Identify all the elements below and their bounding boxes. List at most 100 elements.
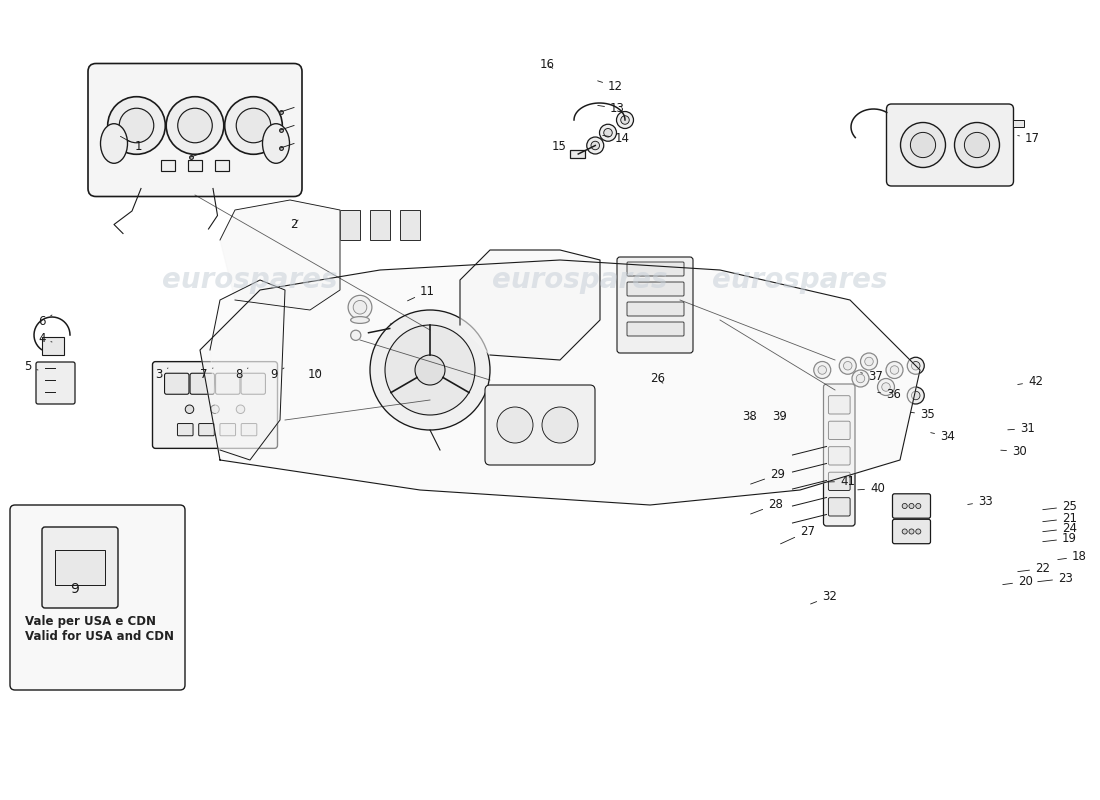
Text: 1: 1 (120, 136, 143, 153)
Ellipse shape (351, 317, 370, 323)
Text: 25: 25 (1043, 500, 1077, 513)
FancyBboxPatch shape (241, 374, 265, 394)
Text: 26: 26 (650, 372, 666, 385)
Circle shape (878, 378, 894, 395)
Circle shape (211, 405, 219, 414)
Circle shape (497, 407, 534, 443)
Circle shape (909, 503, 914, 509)
Circle shape (119, 108, 154, 142)
Text: 28: 28 (750, 498, 783, 514)
Circle shape (236, 108, 271, 142)
Circle shape (856, 374, 865, 382)
Circle shape (955, 122, 1000, 167)
Text: 5: 5 (24, 360, 38, 373)
Circle shape (908, 387, 924, 404)
Circle shape (915, 503, 921, 509)
FancyBboxPatch shape (153, 362, 277, 448)
Text: 13: 13 (597, 102, 625, 115)
Text: 15: 15 (552, 140, 567, 153)
Text: eurospares: eurospares (713, 266, 888, 294)
Text: 34: 34 (931, 430, 955, 443)
Text: 10: 10 (308, 368, 323, 381)
FancyBboxPatch shape (824, 384, 855, 526)
Bar (42, 337, 64, 355)
Circle shape (370, 310, 490, 430)
FancyBboxPatch shape (828, 472, 850, 490)
Bar (188, 160, 202, 170)
Circle shape (814, 362, 830, 378)
Circle shape (586, 137, 604, 154)
Text: 11: 11 (407, 285, 434, 301)
FancyBboxPatch shape (617, 257, 693, 353)
Circle shape (353, 301, 366, 314)
Bar (55, 550, 104, 585)
FancyBboxPatch shape (241, 423, 256, 436)
Text: 40: 40 (858, 482, 884, 495)
FancyBboxPatch shape (892, 519, 931, 544)
Text: 32: 32 (811, 590, 837, 604)
Text: 2: 2 (290, 218, 298, 231)
Bar (570, 150, 585, 158)
Polygon shape (460, 250, 600, 360)
Bar (1013, 120, 1024, 127)
FancyBboxPatch shape (199, 423, 214, 436)
Text: 42: 42 (1018, 375, 1043, 388)
Circle shape (620, 116, 629, 124)
Circle shape (908, 358, 924, 374)
FancyBboxPatch shape (627, 262, 684, 276)
Polygon shape (210, 280, 285, 460)
FancyBboxPatch shape (828, 421, 850, 439)
FancyBboxPatch shape (88, 63, 302, 197)
Circle shape (600, 124, 616, 142)
FancyBboxPatch shape (892, 494, 931, 518)
Text: 18: 18 (1058, 550, 1087, 563)
Text: 36: 36 (878, 388, 901, 401)
Text: 3: 3 (155, 368, 168, 381)
Text: eurospares: eurospares (163, 266, 338, 294)
Circle shape (909, 529, 914, 534)
FancyBboxPatch shape (10, 505, 185, 690)
Circle shape (886, 362, 903, 378)
Text: 29: 29 (750, 468, 785, 484)
Circle shape (385, 325, 475, 415)
Text: Valid for USA and CDN: Valid for USA and CDN (25, 630, 174, 643)
Circle shape (108, 97, 165, 154)
Polygon shape (200, 260, 920, 505)
Text: 30: 30 (1001, 445, 1026, 458)
Bar (370, 210, 390, 240)
Circle shape (616, 111, 634, 129)
Text: 35: 35 (911, 408, 935, 421)
FancyBboxPatch shape (177, 423, 194, 436)
FancyBboxPatch shape (165, 374, 189, 394)
Bar (400, 210, 420, 240)
Text: 9: 9 (270, 368, 284, 381)
Text: 4: 4 (39, 332, 52, 345)
Circle shape (911, 132, 936, 158)
Circle shape (912, 362, 920, 370)
FancyBboxPatch shape (627, 302, 684, 316)
Circle shape (965, 132, 990, 158)
Circle shape (860, 353, 878, 370)
FancyBboxPatch shape (216, 374, 240, 394)
Circle shape (351, 330, 361, 341)
Text: 8: 8 (235, 368, 248, 381)
Circle shape (865, 358, 873, 366)
Circle shape (902, 529, 908, 534)
Text: Vale per USA e CDN: Vale per USA e CDN (25, 615, 156, 628)
Text: 41: 41 (828, 475, 855, 488)
Text: 39: 39 (772, 410, 786, 423)
Circle shape (348, 295, 372, 319)
Circle shape (818, 366, 826, 374)
Text: 12: 12 (597, 80, 623, 93)
FancyBboxPatch shape (627, 322, 684, 336)
Circle shape (236, 405, 244, 414)
Text: 21: 21 (1043, 512, 1077, 525)
Circle shape (542, 407, 578, 443)
Bar (214, 160, 229, 170)
Circle shape (224, 97, 283, 154)
Circle shape (902, 503, 908, 509)
Text: 6: 6 (39, 315, 52, 328)
Circle shape (915, 529, 921, 534)
Circle shape (178, 108, 212, 142)
Text: 14: 14 (603, 132, 630, 145)
